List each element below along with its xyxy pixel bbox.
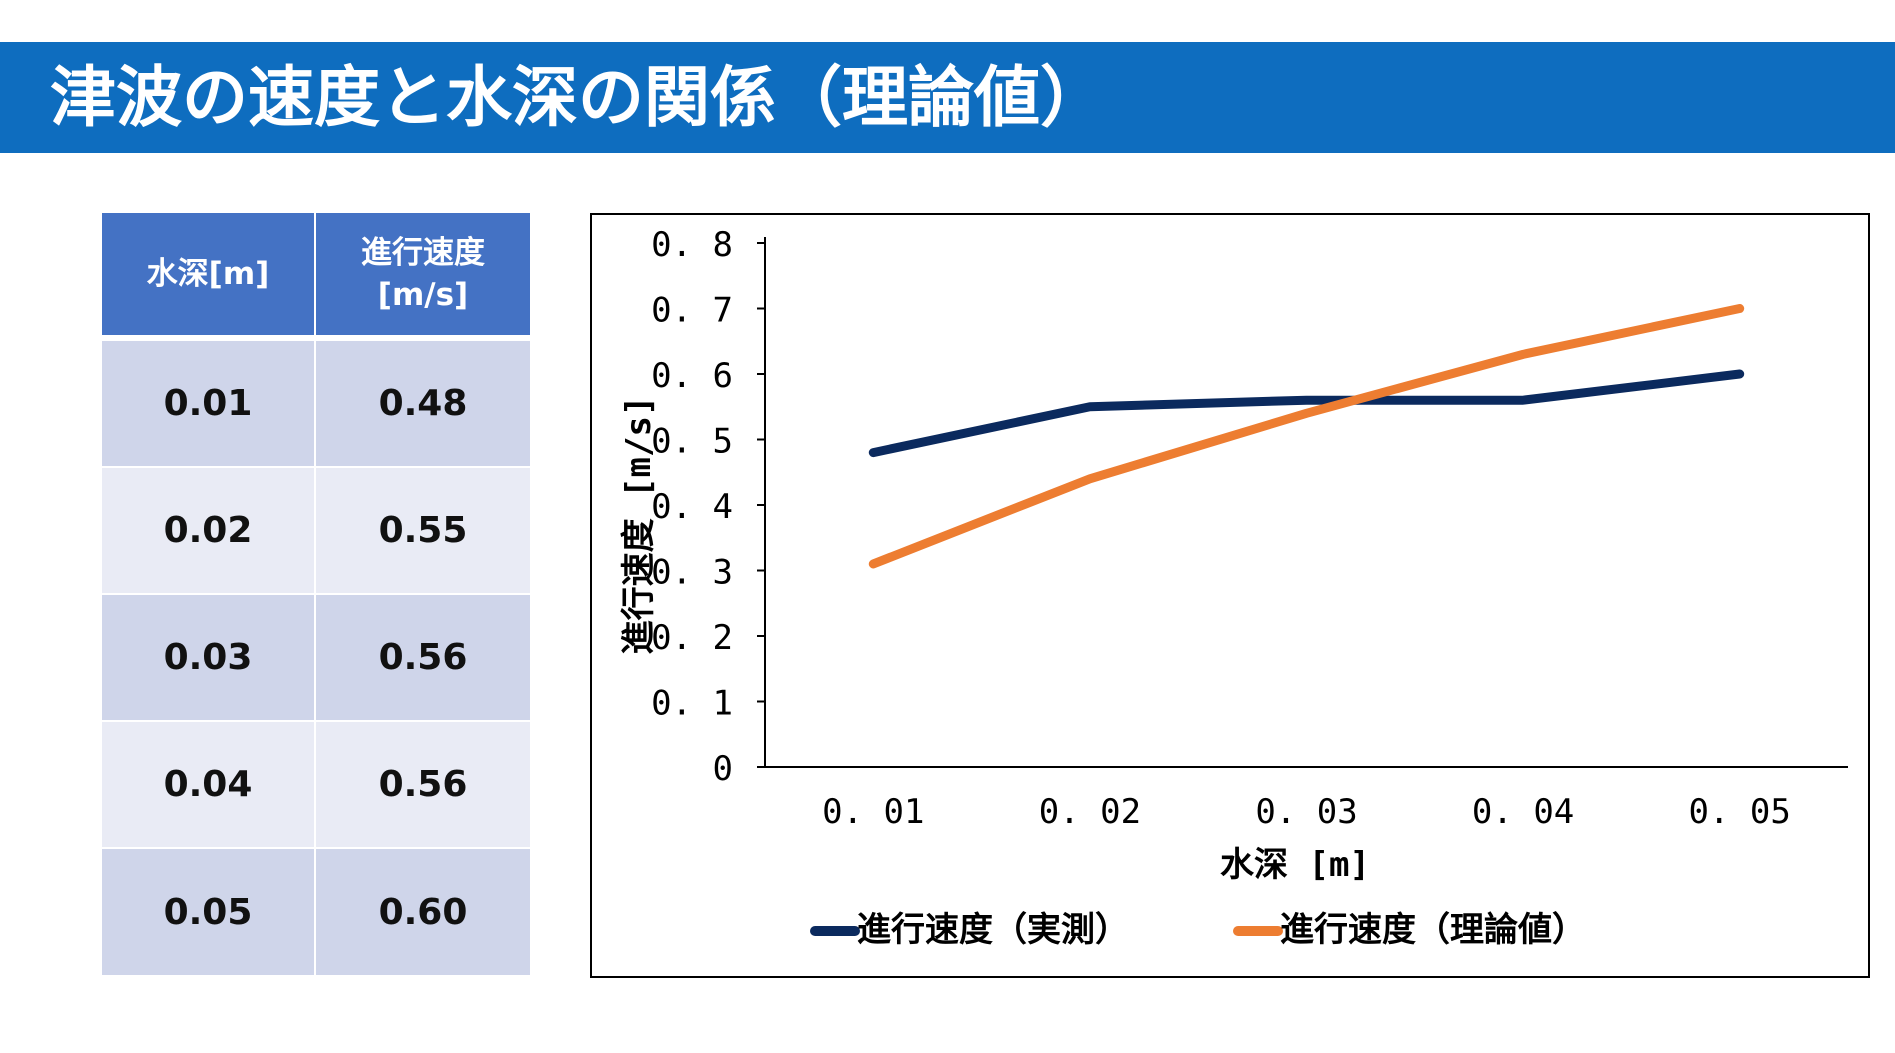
- table-cell: 0.04: [102, 722, 314, 847]
- table-cell: 0.55: [316, 468, 530, 593]
- series-line-2: [868, 304, 1745, 569]
- table-cell: 0.60: [316, 849, 530, 975]
- table-cell: 0.48: [316, 341, 530, 466]
- table-cell: 0.01: [102, 341, 314, 466]
- x-tick-label: 0. 03: [1255, 792, 1357, 832]
- table-cell: 0.56: [316, 722, 530, 847]
- legend-label: 進行速度（実測）: [857, 910, 1129, 950]
- chart-frame: [590, 213, 1870, 978]
- y-tick-label: 0. 2: [651, 618, 733, 658]
- legend-label: 進行速度（理論値）: [1280, 910, 1586, 950]
- table-cell: 0.02: [102, 468, 314, 593]
- y-tick-label: 0. 5: [651, 422, 733, 462]
- y-tick-label: 0. 1: [651, 684, 733, 724]
- table-cell: 0.05: [102, 849, 314, 975]
- y-tick-label: 0. 3: [651, 553, 733, 593]
- table-cell: 0.03: [102, 595, 314, 720]
- x-axis-title: 水深 [m]: [1220, 845, 1370, 885]
- page-title: 津波の速度と水深の関係（理論値）: [50, 59, 1106, 136]
- y-tick-label: 0. 7: [651, 291, 733, 331]
- x-tick-label: 0. 05: [1689, 792, 1791, 832]
- data-table: 水深[m] 進行速度 [m/s] 0.01 0.48 0.02 0.55 0.0…: [102, 213, 530, 978]
- y-axis-title: 進行速度 [m/s]: [619, 396, 659, 655]
- title-bar: 津波の速度と水深の関係（理論値）: [0, 42, 1895, 153]
- table-header-speed: 進行速度 [m/s]: [316, 213, 530, 335]
- x-tick-label: 0. 01: [822, 792, 924, 832]
- x-tick-label: 0. 04: [1472, 792, 1574, 832]
- y-tick-label: 0. 4: [651, 487, 733, 527]
- y-tick-label: 0: [713, 749, 733, 789]
- table-cell: 0.56: [316, 595, 530, 720]
- y-tick-label: 0. 6: [651, 356, 733, 396]
- y-tick-label: 0. 8: [651, 225, 733, 265]
- table-header-depth: 水深[m]: [102, 213, 314, 335]
- x-tick-label: 0. 02: [1039, 792, 1141, 832]
- line-chart: 0 0. 1 0. 2 0. 3 0. 4 0. 5 0. 6 0. 7 0. 8 0. 01 0.…: [619, 225, 1848, 950]
